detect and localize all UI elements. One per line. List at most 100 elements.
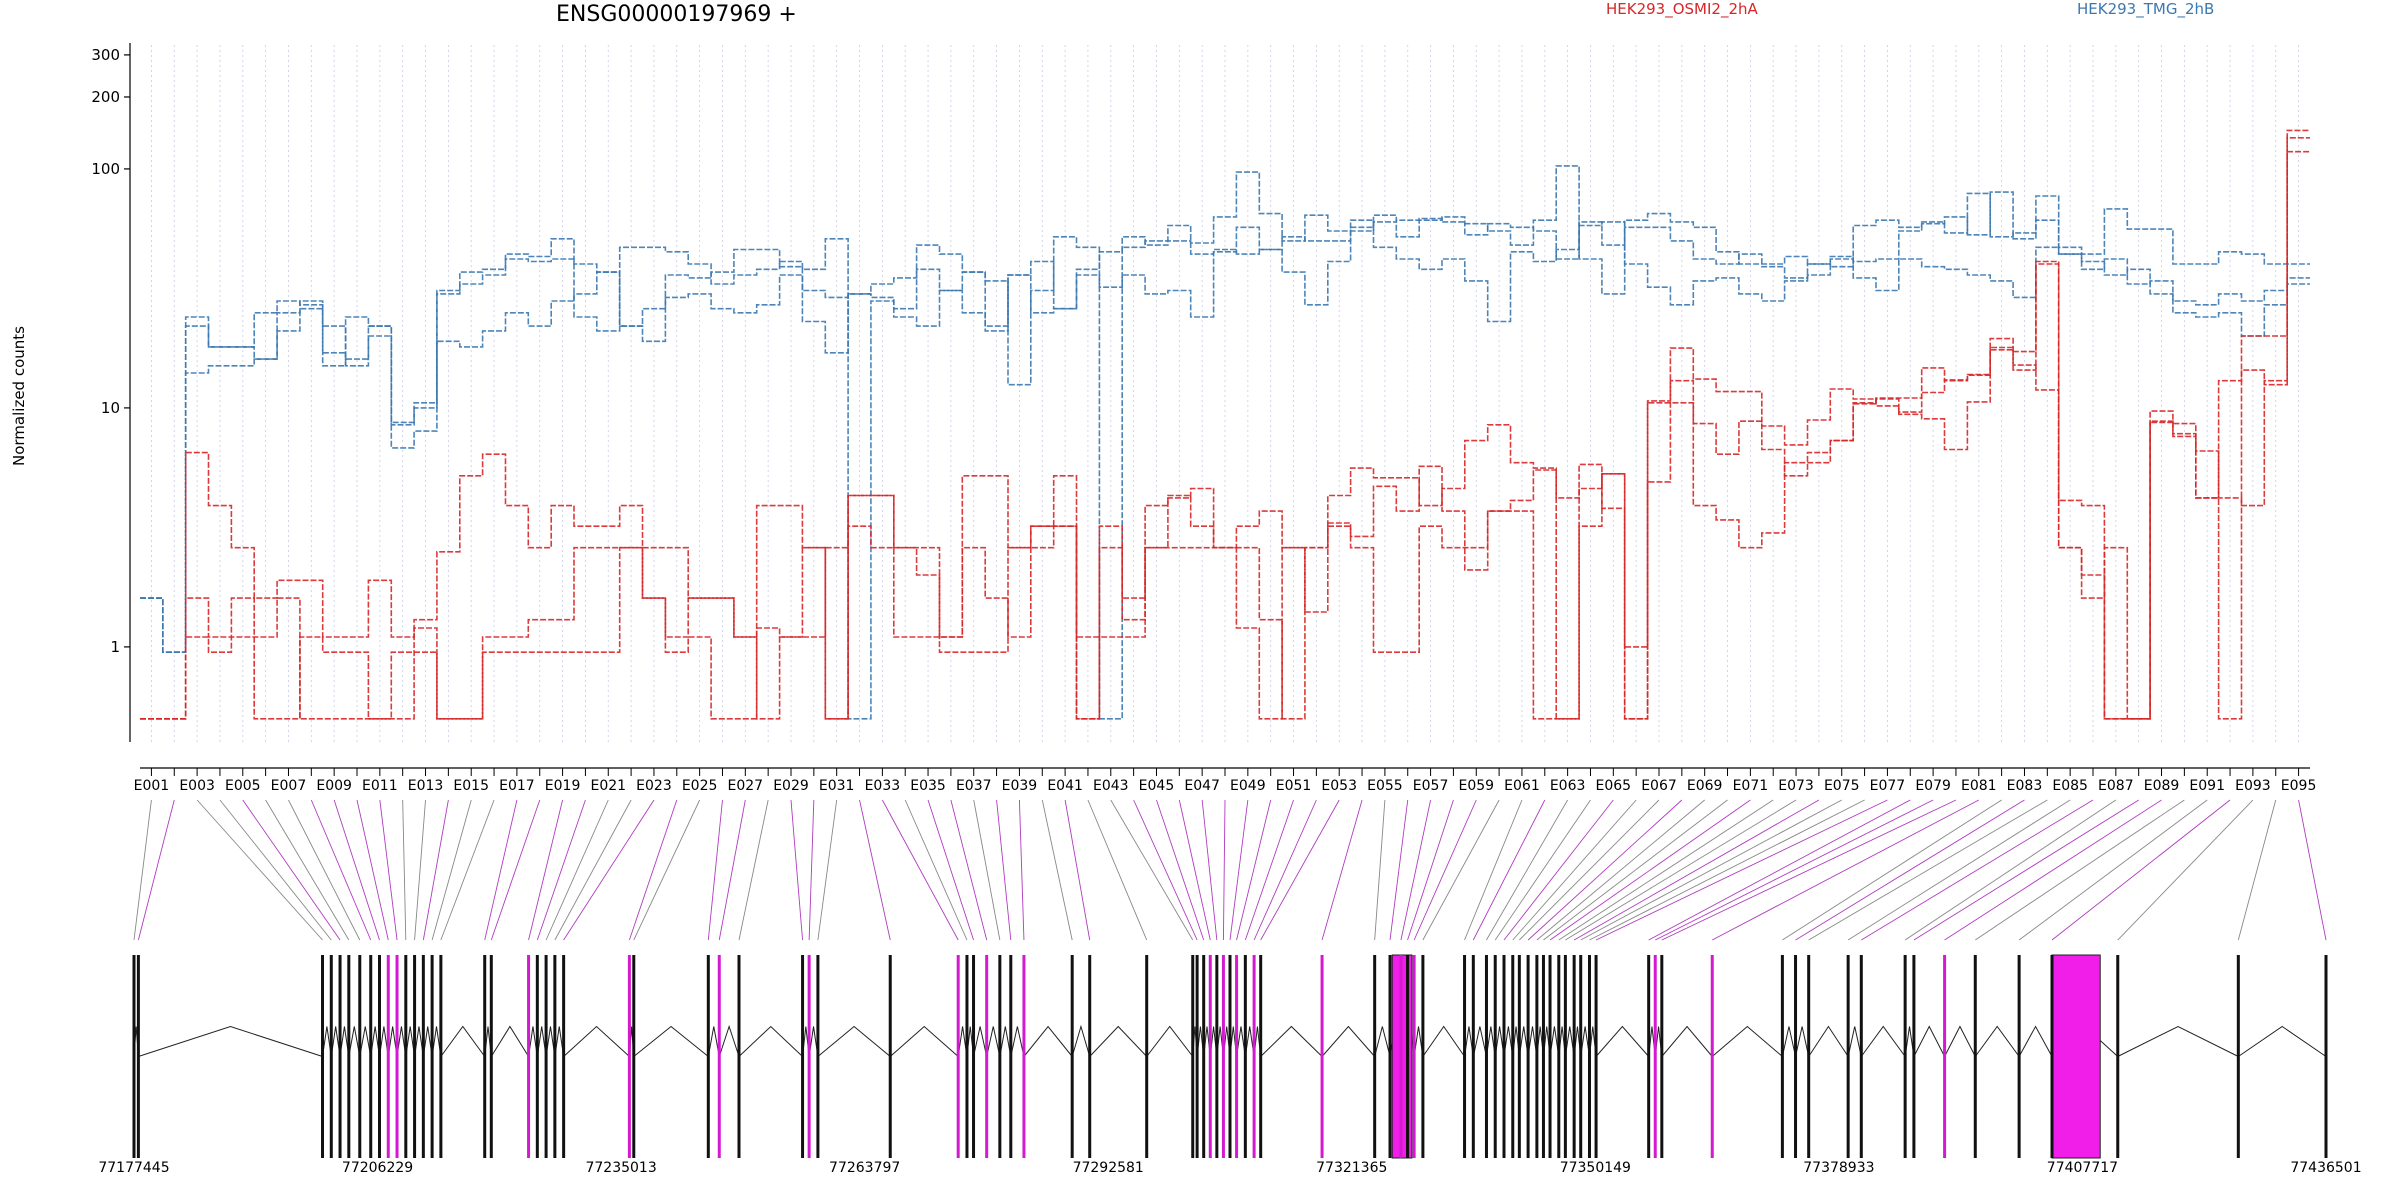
exon-connector [927, 799, 974, 941]
intron-line [1374, 1026, 1391, 1057]
exon-connector [2018, 799, 2208, 941]
exon-bar-highlighted [627, 955, 631, 1158]
exon-connector [414, 799, 426, 941]
series-line-1 [140, 219, 2310, 653]
intron-line [1010, 1026, 1025, 1057]
exon-bar [1421, 955, 1425, 1158]
intron-line [707, 1026, 720, 1057]
x-tick-label: E019 [545, 778, 581, 794]
intron-line [1913, 1025, 1946, 1057]
x-tick-label: E021 [590, 778, 626, 794]
exon-bar [1195, 955, 1199, 1158]
exon-bar [1526, 955, 1530, 1158]
x-tick-label: E045 [1139, 778, 1175, 794]
exon-bar-highlighted [985, 955, 989, 1158]
exon-bar [1070, 955, 1074, 1158]
exon-bar [483, 955, 487, 1158]
exon-connector [1519, 799, 1660, 941]
series-layer [140, 129, 2310, 720]
exon-bar-highlighted [1252, 955, 1256, 1158]
exon-connector [563, 799, 655, 941]
exon-connector [440, 799, 495, 941]
x-tick-label: E037 [956, 778, 992, 794]
intron-line [718, 1024, 740, 1057]
x-tick-label: E043 [1093, 778, 1129, 794]
exon-bar [1794, 955, 1798, 1158]
exon-bar [816, 955, 820, 1158]
exon-connector [1661, 799, 1957, 941]
exon-bar-highlighted [527, 955, 531, 1158]
x-tick-label: E049 [1230, 778, 1266, 794]
intron-line [563, 1025, 630, 1057]
gene-model [132, 954, 2328, 1159]
genomic-coordinate-label: 77321365 [1316, 1160, 1387, 1176]
exon-bar [1579, 955, 1583, 1158]
exon-connector [1558, 799, 1774, 941]
exon-bar [1846, 955, 1850, 1158]
exon-connector [1244, 799, 1294, 941]
x-tick-label: E083 [2007, 778, 2043, 794]
exon-connector [1565, 799, 1797, 941]
exon-connector [1374, 799, 1386, 941]
intron-line [490, 1025, 529, 1057]
exon-bar [1145, 955, 1149, 1158]
y-tick-label: 100 [91, 160, 120, 178]
exon-bar [347, 955, 351, 1158]
intron-line [1711, 1025, 1783, 1057]
exon-bar [2236, 955, 2240, 1158]
genomic-coordinate-label: 77436501 [2290, 1160, 2361, 1176]
exon-bar-highlighted [1412, 955, 1416, 1158]
exon-bar [1535, 955, 1539, 1158]
exon-bar [421, 955, 425, 1158]
exon-connector [1464, 799, 1523, 941]
exon-bar-highlighted [717, 955, 721, 1158]
intron-line [1071, 1024, 1091, 1057]
exon-connector [1178, 799, 1211, 941]
exon-bar [1807, 955, 1811, 1158]
exon-bar [378, 955, 382, 1158]
exon-bar [1191, 955, 1195, 1158]
exon-connector [288, 799, 361, 941]
exon-connector [1712, 799, 1979, 941]
exon-bar [1215, 955, 1219, 1158]
x-tick-label: E035 [910, 778, 946, 794]
intron-line [1422, 1025, 1465, 1057]
exon-connector [1253, 799, 1317, 941]
x-tick-label: E069 [1687, 778, 1723, 794]
series-line-0 [140, 165, 2310, 653]
intron-line [1595, 1025, 1650, 1057]
exon-connector [1580, 799, 1842, 941]
exon-connector [2117, 799, 2254, 941]
exon-bar [430, 955, 434, 1158]
exon-connector [265, 799, 350, 941]
exon-connector [1133, 799, 1198, 941]
exon-connector [1913, 799, 2139, 941]
exon-connector [1156, 799, 1205, 941]
exon-connector [1975, 799, 2185, 941]
x-tick-label: E025 [682, 778, 718, 794]
intron-line [359, 1026, 372, 1057]
genomic-coordinate-label: 77378933 [1803, 1160, 1874, 1176]
exon-bar-highlighted [395, 955, 399, 1158]
exon-bar [1859, 955, 1863, 1158]
exon-connector [1389, 799, 1409, 941]
intron-line [986, 1026, 1001, 1057]
series-line-2 [140, 171, 2310, 720]
intron-line [1146, 1025, 1194, 1057]
exon-bar [1228, 955, 1232, 1158]
exon-connector [1229, 799, 1249, 941]
exon-bar [972, 955, 976, 1158]
exon-bar [329, 955, 333, 1158]
x-tick-label: E091 [2189, 778, 2225, 794]
exon-connector [1944, 799, 2162, 941]
x-tick-label: E013 [408, 778, 444, 794]
exon-connector [1808, 799, 2048, 941]
x-tick-label: E001 [134, 778, 170, 794]
exon-connector [1222, 799, 1226, 941]
exon-bar [1912, 955, 1916, 1158]
exon-connector [817, 799, 838, 941]
legend-entry-osmi2: HEK293_OSMI2_2hA [1606, 0, 1758, 18]
exon-bar [2050, 955, 2054, 1158]
exon-bar [136, 955, 140, 1158]
intron-line [817, 1025, 891, 1057]
